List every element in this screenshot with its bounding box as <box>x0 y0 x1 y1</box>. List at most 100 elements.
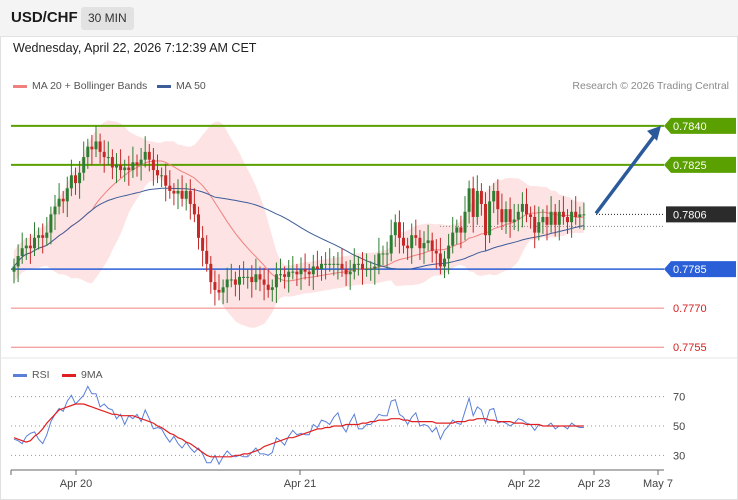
x-tick-label: Apr 20 <box>60 478 92 490</box>
candle <box>361 252 364 285</box>
candle-body <box>479 190 483 204</box>
candle <box>233 271 237 297</box>
candle <box>201 226 205 267</box>
candle-body <box>61 198 65 202</box>
resistance-tag <box>664 156 736 173</box>
resistance-label: 0.7840 <box>673 121 707 133</box>
candle-body <box>209 263 213 283</box>
candle-body <box>172 190 176 194</box>
candle-body <box>115 164 118 168</box>
candle <box>115 153 118 184</box>
candle <box>299 257 303 290</box>
candle <box>467 180 471 224</box>
candle <box>57 183 61 215</box>
candle <box>74 167 77 195</box>
candle-body <box>254 274 258 283</box>
candle-body <box>324 263 328 265</box>
interval-badge[interactable]: 30 MIN <box>81 7 134 30</box>
candle <box>438 237 442 275</box>
candle <box>139 147 143 181</box>
candle-body <box>348 271 352 275</box>
resistance-tag <box>664 117 736 134</box>
candle-body <box>74 175 77 184</box>
candle-body <box>422 243 426 249</box>
candle-body <box>553 211 557 225</box>
candle-body <box>201 237 205 251</box>
candle <box>508 197 512 238</box>
rsi-line <box>13 385 584 466</box>
candle <box>533 205 537 249</box>
rsi-tick-label: 70 <box>673 392 685 404</box>
candle-body <box>90 146 94 150</box>
candle-body <box>98 141 102 152</box>
candle-body <box>369 269 373 271</box>
candle-body <box>192 203 196 215</box>
candle <box>262 267 266 301</box>
candle-body <box>147 151 151 160</box>
minor-level-label: 0.7770 <box>673 303 707 315</box>
candle <box>373 254 377 285</box>
candle-body <box>49 214 53 233</box>
candle-body <box>246 276 250 278</box>
candle-body <box>570 211 574 223</box>
candle <box>516 203 520 232</box>
candle-body <box>250 276 254 283</box>
candle-body <box>385 253 389 255</box>
candle-body <box>561 211 565 217</box>
candle <box>582 202 586 230</box>
candle-body <box>434 250 438 254</box>
candle-body <box>205 250 209 264</box>
candle <box>151 147 155 186</box>
candle <box>500 193 504 230</box>
candle <box>393 214 397 247</box>
candle-body <box>352 263 356 272</box>
legend-rsi: RSI <box>13 369 50 381</box>
candle <box>344 261 348 286</box>
candle <box>135 154 139 177</box>
candle-body <box>188 190 192 204</box>
candle <box>164 163 168 202</box>
candle <box>328 248 332 272</box>
candle <box>156 154 159 184</box>
candle <box>475 175 479 225</box>
candle <box>12 258 16 284</box>
candle <box>557 200 561 241</box>
candle <box>451 216 455 254</box>
candle-body <box>361 263 364 270</box>
candle <box>455 219 459 245</box>
candle <box>217 274 221 301</box>
candle <box>459 215 463 249</box>
candle-body <box>287 271 291 277</box>
candle <box>176 179 180 210</box>
candle <box>287 259 291 293</box>
x-tick-label: Apr 21 <box>284 478 316 490</box>
candle-body <box>529 214 533 217</box>
candle <box>291 256 295 280</box>
candle <box>570 200 574 238</box>
candle-body <box>426 240 430 244</box>
candle <box>65 176 69 217</box>
candle-body <box>102 151 106 158</box>
candle-body <box>37 235 41 238</box>
candle-body <box>233 279 237 285</box>
forecast-arrow-head <box>647 125 661 141</box>
candle <box>82 141 86 181</box>
candle-body <box>447 245 451 259</box>
candle-body <box>274 274 278 288</box>
candle <box>45 216 49 246</box>
candle <box>295 263 299 286</box>
candle <box>20 232 24 264</box>
candle <box>197 206 200 250</box>
candle <box>385 241 389 270</box>
candle-body <box>176 190 180 194</box>
candle-body <box>242 276 246 278</box>
candle <box>430 232 434 263</box>
candle <box>463 196 467 241</box>
candle-body <box>516 211 520 220</box>
candle-body <box>471 188 475 217</box>
candle-body <box>69 175 73 189</box>
candle-body <box>418 237 422 249</box>
candle <box>447 233 451 275</box>
candle <box>184 183 188 211</box>
candle <box>471 176 475 233</box>
